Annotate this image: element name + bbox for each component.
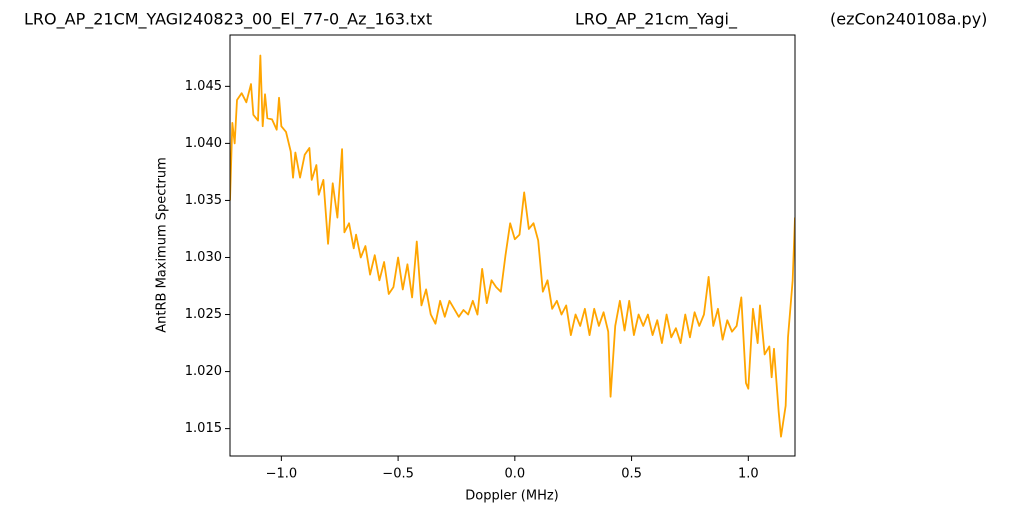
chart-title: LRO_AP_21cm_Yagi_ — [575, 10, 738, 30]
y-tick-label: 1.020 — [185, 364, 222, 379]
x-tick-label: −1.0 — [266, 467, 298, 482]
plot-frame — [229, 34, 796, 457]
y-tick-label: 1.025 — [185, 307, 222, 322]
y-tick-label: 1.040 — [185, 136, 222, 151]
y-tick-label: 1.030 — [185, 250, 222, 265]
y-tick-label: 1.045 — [185, 79, 222, 94]
x-tick-label: −0.5 — [382, 467, 414, 482]
x-tick-label: 0.5 — [621, 467, 642, 482]
chart-title: (ezCon240108a.py) — [830, 10, 987, 29]
y-tick-label: 1.015 — [185, 421, 222, 436]
x-axis-label: Doppler (MHz) — [465, 489, 559, 504]
y-axis-label: AntRB Maximum Spectrum — [155, 157, 170, 333]
y-tick-label: 1.035 — [185, 193, 222, 208]
x-tick-label: 0.0 — [504, 467, 525, 482]
chart-title: LRO_AP_21CM_YAGI240823_00_El_77-0_Az_163… — [24, 10, 432, 30]
x-tick-label: 1.0 — [738, 467, 759, 482]
data-line — [230, 54, 795, 438]
